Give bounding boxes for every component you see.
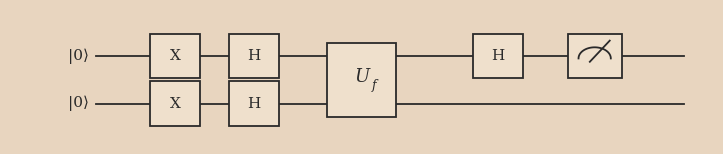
Text: |0⟩: |0⟩ [68, 96, 89, 111]
Text: H: H [247, 97, 260, 111]
Text: f: f [372, 79, 377, 92]
Bar [473, 34, 523, 79]
Bar [568, 34, 622, 79]
Bar [328, 43, 395, 117]
Text: H: H [247, 49, 260, 63]
Bar [228, 81, 279, 126]
Text: U: U [354, 68, 369, 86]
Bar [150, 81, 200, 126]
Text: X: X [169, 97, 181, 111]
Text: X: X [169, 49, 181, 63]
Text: |0⟩: |0⟩ [68, 49, 89, 64]
Bar [150, 34, 200, 79]
Text: H: H [491, 49, 505, 63]
Bar [228, 34, 279, 79]
